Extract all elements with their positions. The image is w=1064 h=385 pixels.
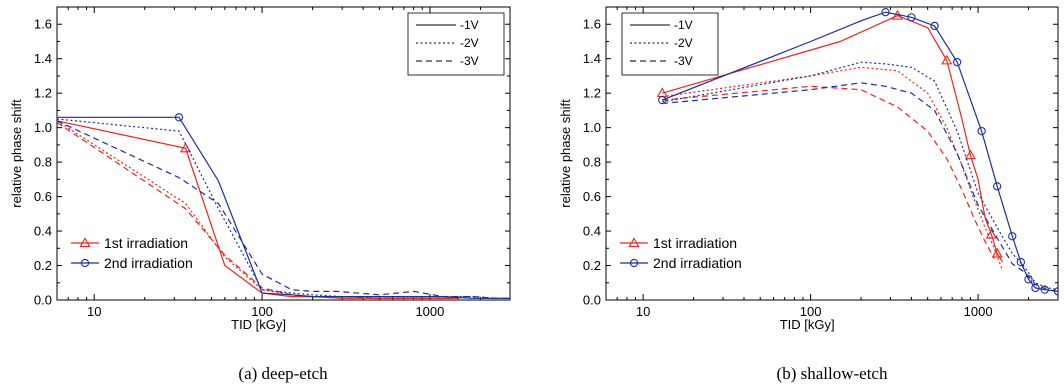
circle-marker xyxy=(174,113,184,122)
y-tick-label: 1.4 xyxy=(34,51,52,66)
x-axis-label: TID [kGy] xyxy=(780,317,835,332)
circle-marker xyxy=(930,21,939,31)
y-tick-label: 0.4 xyxy=(34,224,52,239)
series-first-irradiation-minus3v xyxy=(662,85,995,259)
legend-voltage-box xyxy=(621,12,719,76)
y-tick-label: 1.6 xyxy=(34,17,52,32)
y-tick-label: 1.4 xyxy=(583,51,601,66)
y-tick-label: 0.0 xyxy=(583,293,601,308)
panel-deep-etch: 0.0 0.2 0.4 0.6 0.8 1.0 1.2 1.4 1.6 10 100 1000 TID … xyxy=(9,6,511,383)
y-tick-label: 1.0 xyxy=(34,120,52,135)
x-tick-label: 100 xyxy=(800,304,822,319)
y-axis-label: relative phase shift xyxy=(9,99,24,208)
y-tick-label: 0.6 xyxy=(583,189,601,204)
y-tick-label: 0.2 xyxy=(34,258,52,273)
x-tick-label: 1000 xyxy=(964,304,993,319)
data-layer xyxy=(656,8,1058,296)
legend-voltage-label: -1V xyxy=(674,18,693,32)
circle-marker xyxy=(1008,232,1017,241)
panel-shallow-etch: 0.0 0.2 0.4 0.6 0.8 1.0 1.2 1.4 1.6 10 100 1000 TID … xyxy=(558,6,1059,383)
y-tick-label: 0.6 xyxy=(34,189,52,204)
x-tick-label: 10 xyxy=(87,304,101,319)
triangle-marker xyxy=(991,247,1003,258)
series-second-irradiation-minus3v xyxy=(662,82,1058,292)
triangle-marker xyxy=(941,54,953,65)
series-first-irradiation-minus1v xyxy=(57,120,460,299)
legend-circle-icon xyxy=(80,258,90,268)
legend-voltage-label: -3V xyxy=(460,54,479,68)
circle-marker xyxy=(993,182,1002,191)
x-tick-label: 100 xyxy=(251,304,273,319)
x-axis-label: TID [kGy] xyxy=(231,317,286,332)
circle-marker xyxy=(1024,275,1033,284)
legend-voltage-label: -3V xyxy=(674,54,693,68)
legend-triangle-icon xyxy=(628,237,640,247)
legend-voltage-label: -2V xyxy=(460,36,479,50)
circle-marker xyxy=(977,126,986,136)
circle-marker xyxy=(1016,257,1025,267)
legend-irradiation-label: 2nd irradiation xyxy=(653,255,742,271)
y-tick-label: 0.4 xyxy=(583,224,601,239)
legend-triangle-icon xyxy=(79,237,91,247)
circle-marker xyxy=(881,8,890,17)
legend-voltage-label: -1V xyxy=(460,18,479,32)
plot-frame xyxy=(605,6,1059,301)
series-second-irradiation-minus2v xyxy=(57,118,510,299)
series-second-irradiation-minus2v xyxy=(662,61,1058,291)
y-tick-label: 0.8 xyxy=(583,155,601,170)
x-tick-label: 10 xyxy=(636,304,650,319)
legend-irradiation-label: 1st irradiation xyxy=(104,235,188,251)
x-tick-label: 1000 xyxy=(415,304,444,319)
legend-voltage-box xyxy=(407,12,505,76)
y-tick-label: 0.0 xyxy=(34,293,52,308)
legend-circle-icon xyxy=(629,258,639,268)
triangle-marker xyxy=(985,228,997,239)
circle-marker xyxy=(907,13,916,22)
panel-caption: (a) deep-etch xyxy=(238,364,328,383)
panel-caption: (b) shallow-etch xyxy=(777,364,888,383)
y-tick-label: 1.2 xyxy=(34,86,52,101)
y-axis-label: relative phase shift xyxy=(558,99,573,208)
y-tick-label: 1.0 xyxy=(583,120,601,135)
y-tick-label: 0.8 xyxy=(34,155,52,170)
data-layer xyxy=(57,113,510,299)
plot-frame xyxy=(56,6,511,301)
legend-voltage-label: -2V xyxy=(674,36,693,50)
series-second-irradiation-minus3v xyxy=(57,120,510,299)
circle-marker xyxy=(953,58,962,67)
y-tick-label: 0.2 xyxy=(583,258,601,273)
y-tick-label: 1.6 xyxy=(583,17,601,32)
triangle-marker xyxy=(964,149,976,160)
series-first-irradiation-minus2v xyxy=(57,120,460,299)
y-tick-label: 1.2 xyxy=(583,86,601,101)
legend-irradiation-label: 1st irradiation xyxy=(653,235,737,251)
series-first-irradiation-minus3v xyxy=(57,122,460,299)
legend-irradiation-label: 2nd irradiation xyxy=(104,255,193,271)
series-first-irradiation-minus2v xyxy=(662,66,1004,271)
series-second-irradiation-minus1v xyxy=(57,116,510,299)
